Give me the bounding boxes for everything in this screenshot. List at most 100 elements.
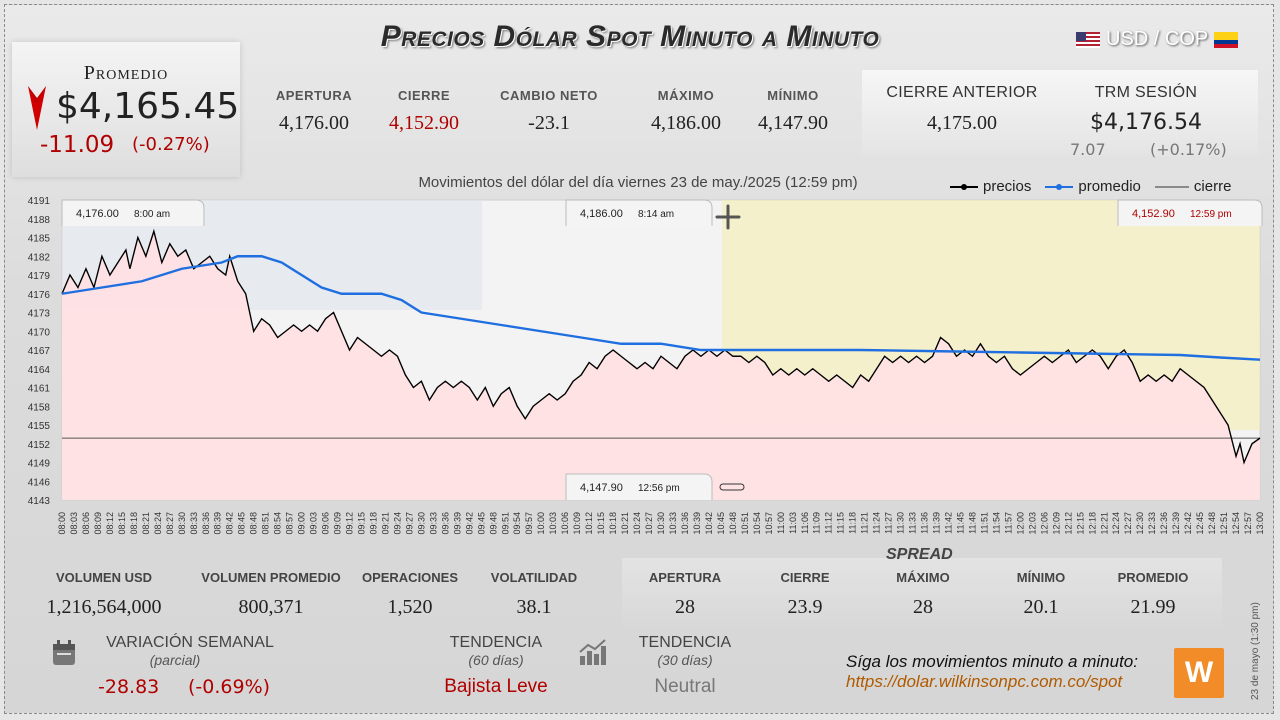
x-tick-label-29: 09:27 — [404, 512, 414, 535]
promedio-line — [61, 255, 1261, 361]
x-tick-label-79: 11:57 — [1003, 512, 1013, 534]
y-tick-label-12: 4179 — [28, 271, 51, 282]
x-tick-label-92: 12:36 — [1159, 512, 1169, 535]
x-tick-label-72: 11:36 — [920, 512, 930, 534]
trm-value: $4,176.54 — [1090, 110, 1202, 135]
pair-label: USD / COP — [1106, 28, 1209, 50]
x-tick-label-95: 12:45 — [1195, 512, 1205, 535]
legend-cierre-label: cierre — [1193, 178, 1232, 195]
trend-chart-icon — [579, 639, 606, 665]
x-tick-label-48: 10:24 — [632, 512, 642, 535]
spread-value-3: 20.1 — [1023, 596, 1059, 618]
x-tick-label-98: 12:54 — [1231, 512, 1241, 535]
y-tick-label-8: 4167 — [28, 346, 51, 357]
x-tick-label-38: 09:54 — [512, 512, 522, 535]
x-tick-label-31: 09:33 — [428, 512, 438, 535]
price-chart[interactable]: 4143 4146 4149 4152 4155 4158 4161 4164 4167 4170… — [0, 0, 1280, 560]
x-tick-label-63: 11:09 — [812, 512, 822, 534]
y-tick-label-2: 4149 — [28, 459, 51, 470]
y-tick-label-5: 4158 — [28, 402, 51, 413]
stat-value-3: 4,186.00 — [651, 112, 721, 134]
x-tick-label-88: 12:24 — [1111, 512, 1121, 535]
x-tick-label-90: 12:30 — [1135, 512, 1145, 535]
follow-text: Síga los movimientos minuto a minuto: — [846, 652, 1138, 671]
follow-url-link[interactable]: https://dolar.wilkinsonpc.com.co/spot — [846, 672, 1123, 691]
legend-cierre: cierre — [1154, 178, 1232, 195]
chart-legend: precios promedio cierre — [950, 178, 1231, 195]
x-tick-label-6: 08:18 — [129, 512, 139, 535]
x-tick-label-20: 09:00 — [297, 512, 307, 535]
legend-cierre-marker — [1154, 186, 1189, 187]
x-tick-label-28: 09:24 — [392, 512, 402, 535]
wilkinson-logo-icon[interactable]: W — [1174, 648, 1224, 698]
callout-open-price: 4,176.00 — [76, 208, 119, 220]
x-tick-label-47: 10:21 — [620, 512, 630, 535]
volume-label-2: OPERACIONES — [361, 570, 459, 585]
variacion-pct: (-0.69%) — [188, 676, 271, 698]
x-tick-label-26: 09:18 — [368, 512, 378, 535]
stat-label-0: APERTURA — [275, 88, 353, 103]
legend-precios-marker — [950, 183, 978, 190]
stat-label-4: MÍNIMO — [767, 88, 819, 103]
cierre-anterior-label: CIERRE ANTERIOR — [886, 84, 1038, 101]
tendencia60-label: TENDENCIA — [449, 634, 543, 651]
x-tick-label-0: 08:00 — [57, 512, 67, 535]
spread-label-4: PROMEDIO — [1117, 570, 1189, 585]
spread-label-0: APERTURA — [648, 570, 722, 585]
promedio-box: Promedio $4,165.45 -11.09 (-0.27%) — [12, 42, 240, 177]
x-tick-label-69: 11:27 — [884, 512, 894, 534]
currency-pair: USD / COP — [1076, 28, 1239, 51]
x-tick-label-14: 08:42 — [225, 512, 235, 535]
callout-max-time: 8:14 am — [638, 209, 674, 220]
x-tick-label-80: 12:00 — [1015, 512, 1025, 535]
volume-label-3: VOLATILIDAD — [490, 570, 578, 585]
x-tick-label-9: 08:27 — [165, 512, 175, 535]
stat-value-1: 4,152.90 — [389, 112, 459, 134]
tendencia30-value: Neutral — [654, 676, 716, 697]
chart-subtitle: Movimientos del dólar del día viernes 23… — [418, 174, 858, 191]
x-tick-label-33: 09:39 — [452, 512, 462, 535]
x-tick-label-25: 09:15 — [357, 512, 367, 535]
x-tick-label-64: 11:12 — [824, 512, 834, 534]
x-tick-label-59: 10:57 — [764, 512, 774, 535]
x-tick-label-23: 09:09 — [333, 512, 343, 535]
colombia-flag-icon — [1214, 31, 1239, 48]
tendencia30-label: TENDENCIA — [638, 634, 732, 651]
x-tick-label-36: 09:48 — [488, 512, 498, 535]
x-tick-label-60: 11:00 — [776, 512, 786, 534]
x-tick-label-1: 08:03 — [69, 512, 79, 535]
stat-label-2: CAMBIO NETO — [500, 88, 598, 103]
stat-value-4: 4,147.90 — [758, 112, 828, 134]
stat-value-0: 4,176.00 — [279, 112, 349, 134]
spread-label-3: MÍNIMO — [1016, 570, 1066, 585]
x-tick-label-84: 12:12 — [1063, 512, 1073, 535]
tendencia60-sub: (60 días) — [468, 652, 524, 668]
x-tick-label-75: 11:45 — [956, 512, 966, 534]
spread-title: SPREAD — [886, 546, 953, 563]
y-tick-label-3: 4152 — [28, 440, 51, 451]
x-tick-label-46: 10:18 — [608, 512, 618, 535]
x-tick-label-78: 11:54 — [991, 512, 1001, 534]
x-tick-label-19: 08:57 — [285, 512, 295, 535]
variacion-sub: (parcial) — [149, 652, 201, 668]
callout-close-time: 12:59 pm — [1190, 209, 1232, 220]
x-tick-label-17: 08:51 — [261, 512, 271, 535]
x-tick-label-66: 11:18 — [848, 512, 858, 534]
y-tick-label-6: 4161 — [28, 384, 51, 395]
x-tick-label-12: 08:36 — [201, 512, 211, 535]
callout-close-price: 4,152.90 — [1132, 208, 1175, 220]
x-tick-label-56: 10:48 — [728, 512, 738, 535]
promedio-value: $4,165.45 — [56, 86, 240, 127]
x-tick-label-61: 11:03 — [788, 512, 798, 534]
page-title: Precios Dólar Spot Minuto a Minuto — [380, 20, 880, 53]
x-tick-label-86: 12:18 — [1087, 512, 1097, 535]
x-tick-label-81: 12:03 — [1027, 512, 1037, 535]
x-tick-label-83: 12:09 — [1051, 512, 1061, 535]
spread-box — [622, 558, 1222, 628]
x-tick-label-22: 09:06 — [321, 512, 331, 535]
callout-max-box — [565, 199, 713, 226]
x-tick-label-54: 10:42 — [704, 512, 714, 535]
x-tick-label-50: 10:30 — [656, 512, 666, 535]
callout-max-price: 4,186.00 — [580, 208, 623, 220]
stat-label-1: CIERRE — [397, 88, 451, 103]
